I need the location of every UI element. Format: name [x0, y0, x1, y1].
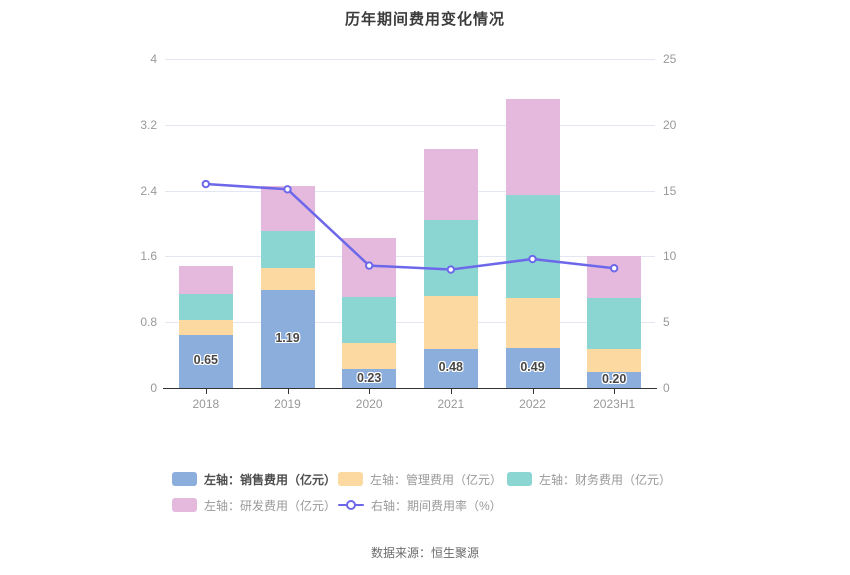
- bar-segment-rd-2021[interactable]: [423, 149, 478, 221]
- expense-ratio-marker-2021[interactable]: [446, 265, 456, 274]
- x-axis-label-2019: 2019: [274, 397, 301, 411]
- legend-item-sales[interactable]: 左轴：销售费用（亿元）: [172, 471, 336, 487]
- expense-ratio-marker-2018[interactable]: [201, 179, 211, 189]
- legend-item-finance[interactable]: 左轴：财务费用（亿元）: [507, 471, 671, 487]
- legend-label-management: 左轴：管理费用（亿元）: [370, 472, 503, 487]
- x-axis-tick: [369, 389, 371, 394]
- bar-segment-rd-2022[interactable]: [505, 99, 560, 195]
- right-axis-tick-label: 5: [663, 315, 670, 330]
- legend-line-marker-icon: [338, 498, 364, 512]
- x-axis-label-2022: 2022: [519, 397, 546, 411]
- x-axis-tick: [532, 389, 534, 394]
- x-axis-label-2021: 2021: [437, 397, 465, 411]
- chart-title: 历年期间费用变化情况: [344, 11, 505, 28]
- gridline: [165, 256, 655, 258]
- bar-segment-rd-2018[interactable]: [178, 266, 233, 295]
- legend-swatch-sales: [172, 472, 197, 486]
- bar-segment-finance-2018[interactable]: [178, 294, 233, 320]
- expense-ratio-marker-2019[interactable]: [283, 185, 292, 194]
- right-axis-tick-label: 25: [663, 52, 677, 66]
- gridline: [165, 190, 655, 192]
- legend-label-ratio: 右轴：期间费用率（%）: [371, 498, 502, 513]
- gridline: [165, 322, 655, 324]
- x-axis-tick: [287, 389, 289, 394]
- expense-ratio-marker-2020[interactable]: [364, 261, 374, 270]
- x-axis-tick: [450, 389, 452, 394]
- x-axis-line: [163, 388, 657, 389]
- bar-value-label-2019: 1.19: [275, 331, 300, 346]
- source-text: 数据来源：恒生聚源: [370, 546, 479, 560]
- bar-segment-management-2023H1[interactable]: [587, 348, 642, 372]
- bar-segment-finance-2020[interactable]: [342, 296, 397, 343]
- left-axis-tick-label: 1.6: [140, 249, 157, 264]
- legend-swatch-finance: [507, 472, 532, 486]
- bar-segment-sales-2019[interactable]: [260, 290, 315, 388]
- x-axis-label-2020: 2020: [355, 397, 383, 411]
- bar-segment-sales-2018[interactable]: [178, 334, 233, 388]
- bar-segment-finance-2019[interactable]: [260, 230, 315, 268]
- bar-segment-finance-2023H1[interactable]: [587, 297, 642, 349]
- legend-item-ratio[interactable]: 右轴：期间费用率（%）: [338, 497, 502, 513]
- bar-segment-sales-2023H1[interactable]: [587, 371, 642, 388]
- right-axis-tick-label: 15: [663, 183, 677, 198]
- legend-item-rd[interactable]: 左轴：研发费用（亿元）: [172, 497, 336, 513]
- gridline: [165, 124, 655, 126]
- bar-segment-management-2018[interactable]: [178, 319, 233, 335]
- left-axis-tick-label: 0: [150, 381, 157, 395]
- bar-segment-rd-2023H1[interactable]: [587, 256, 642, 298]
- bar-segment-management-2020[interactable]: [342, 342, 397, 370]
- bar-segment-management-2022[interactable]: [505, 297, 560, 348]
- bar-segment-sales-2022[interactable]: [505, 347, 560, 388]
- x-axis-tick: [205, 389, 207, 394]
- legend-label-rd: 左轴：研发费用（亿元）: [204, 498, 337, 513]
- left-axis-tick-label: 3.2: [140, 117, 157, 132]
- expense-ratio-marker-2022[interactable]: [528, 254, 537, 264]
- x-axis-label-2023H1: 2023H1: [593, 397, 636, 411]
- expense-ratio-marker-2023H1[interactable]: [609, 264, 619, 273]
- legend: 左轴：销售费用（亿元） 左轴：管理费用（亿元） 左轴：财务费用（亿元） 左轴：研发费用…: [172, 471, 692, 521]
- bar-segment-management-2021[interactable]: [423, 295, 478, 349]
- right-axis-tick-label: 0: [663, 381, 670, 395]
- left-axis-tick-label: 0.8: [140, 315, 157, 330]
- bar-segment-finance-2021[interactable]: [423, 220, 478, 296]
- legend-swatch-rd: [172, 498, 197, 512]
- bar-value-label-2023H1: 0.20: [601, 371, 627, 386]
- legend-item-management[interactable]: 左轴：管理费用（亿元）: [338, 471, 502, 487]
- x-axis-tick: [614, 389, 616, 394]
- bar-segment-management-2019[interactable]: [260, 267, 315, 291]
- bar-value-label-2020: 0.23: [356, 370, 382, 385]
- right-axis-tick-label: 20: [663, 117, 677, 132]
- bar-value-label-2018: 0.65: [193, 353, 218, 368]
- legend-label-finance: 左轴：财务费用（亿元）: [539, 472, 672, 487]
- x-axis-label-2018: 2018: [192, 397, 220, 411]
- expense-ratio-line: [205, 182, 615, 271]
- bar-value-label-2021: 0.48: [438, 360, 463, 375]
- bar-segment-sales-2021[interactable]: [423, 348, 478, 388]
- expense-ratio-line-layer: [201, 179, 619, 274]
- left-axis-tick-label: 2.4: [140, 183, 157, 198]
- bar-value-label-2022: 0.49: [520, 359, 545, 374]
- legend-label-sales: 左轴：销售费用（亿元）: [204, 472, 337, 487]
- left-axis-tick-label: 4: [150, 52, 157, 66]
- bar-segment-finance-2022[interactable]: [505, 194, 560, 298]
- legend-line-dot: [346, 500, 356, 510]
- bar-segment-sales-2020[interactable]: [342, 369, 397, 388]
- right-axis-tick-label: 10: [663, 249, 677, 264]
- legend-swatch-management: [338, 472, 363, 486]
- gridline: [165, 59, 655, 60]
